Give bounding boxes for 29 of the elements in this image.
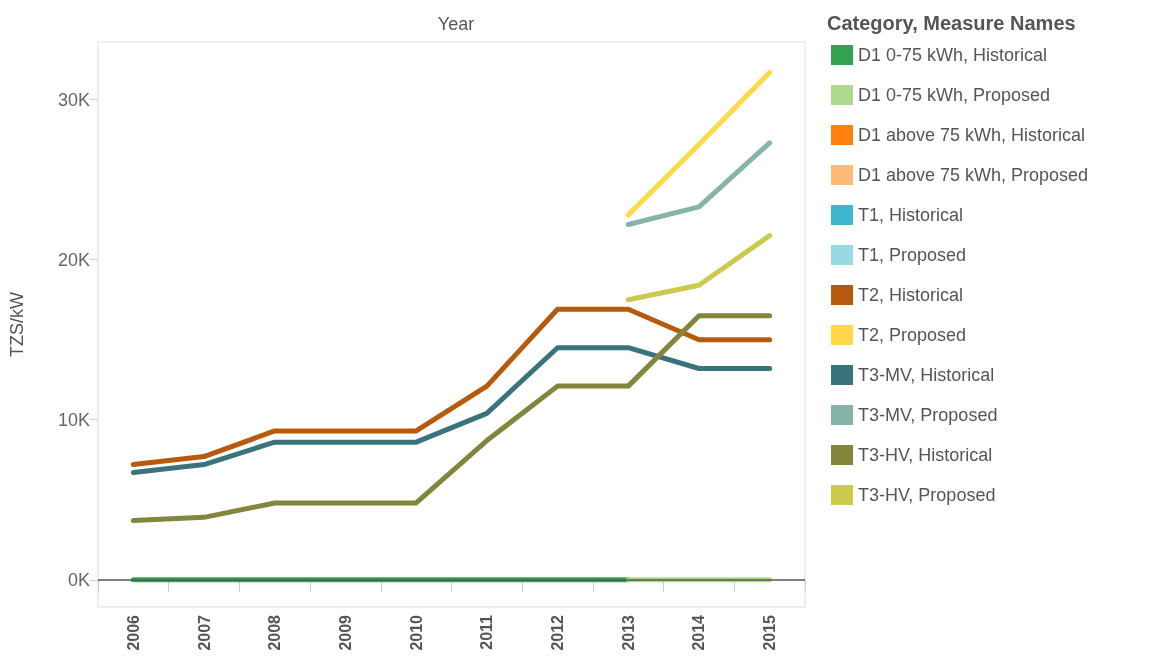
- x-tick-label: 2012: [549, 614, 567, 651]
- y-tick-label: 30K: [57, 89, 90, 110]
- x-tick-label: 2007: [195, 614, 213, 651]
- x-tick-label: 2011: [478, 614, 496, 650]
- x-tick-label: 2008: [266, 614, 284, 651]
- legend-label: D1 above 75 kWh, Historical: [858, 125, 1086, 145]
- y-tick-label: 20K: [57, 249, 90, 270]
- y-tick-label: 0K: [67, 569, 90, 590]
- x-tick-label: 2010: [407, 614, 425, 651]
- x-tick-label: 2015: [761, 614, 779, 651]
- x-tick-label: 2014: [690, 614, 708, 651]
- legend-label: T3-HV, Historical: [858, 445, 993, 465]
- x-tick-label: 2013: [619, 614, 637, 651]
- legend-label: T3-HV, Proposed: [858, 485, 996, 505]
- legend-label: T2, Historical: [858, 285, 964, 305]
- x-tick-label: 2009: [336, 614, 354, 651]
- legend-label: T2, Proposed: [858, 325, 967, 345]
- legend-label: D1 above 75 kWh, Proposed: [858, 165, 1089, 185]
- y-tick-label: 10K: [57, 409, 90, 430]
- legend-label: T3-MV, Proposed: [858, 405, 998, 425]
- legend-label: T3-MV, Historical: [858, 365, 995, 385]
- legend-label: T1, Historical: [858, 205, 964, 225]
- legend-label: D1 0-75 kWh, Historical: [858, 45, 1048, 65]
- x-axis-title: Year: [437, 14, 475, 34]
- legend-label: T1, Proposed: [858, 245, 967, 265]
- legend-title: Category, Measure Names: [827, 12, 1076, 34]
- x-tick-label: 2006: [124, 614, 142, 651]
- legend-label: D1 0-75 kWh, Proposed: [858, 85, 1051, 105]
- y-axis-title: TZS/kW: [7, 292, 27, 357]
